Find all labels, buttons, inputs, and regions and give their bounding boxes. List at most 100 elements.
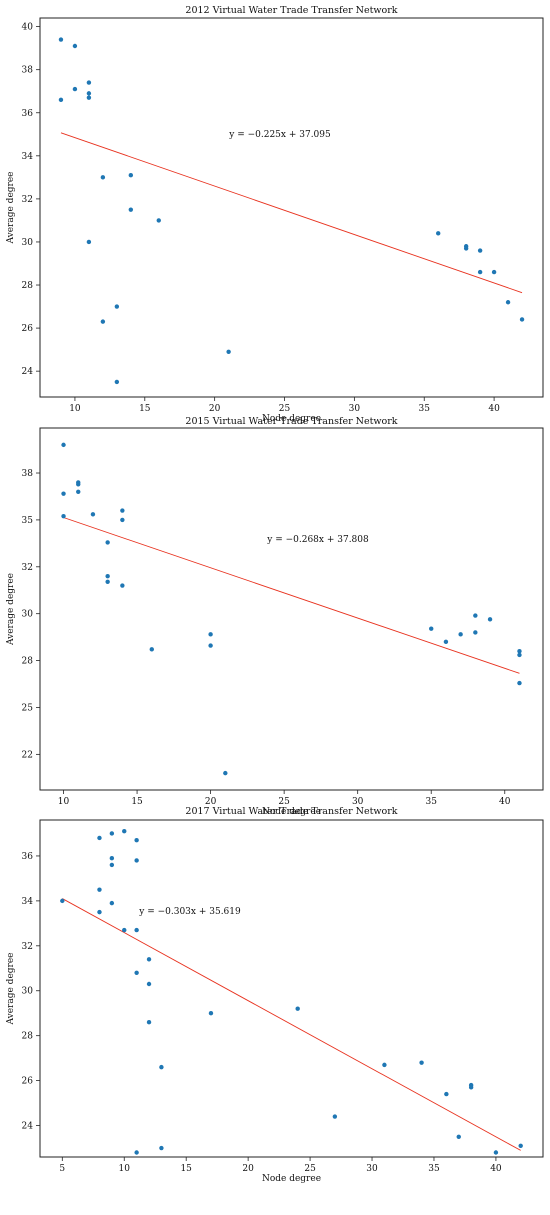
x-tick-label: 30 [366,1164,378,1174]
data-point [122,829,127,834]
x-tick-label: 10 [119,1164,131,1174]
data-point [109,900,115,906]
data-point [519,317,525,322]
chart-panel-2: 2015 Virtual Water Trade Transfer Networ… [6,416,544,817]
data-point [97,887,102,892]
trend-line [62,898,521,1151]
trend-line [63,517,520,674]
y-tick-label: 36 [22,109,34,119]
data-point [109,855,115,861]
data-point [468,1085,474,1090]
x-tick-label: 35 [419,404,431,414]
y-tick-label: 32 [22,195,33,205]
data-point [517,649,522,654]
y-tick-label: 34 [22,152,34,162]
x-tick-label: 25 [279,404,291,414]
x-tick-label: 15 [131,797,143,807]
data-point [134,927,139,933]
data-point [223,770,228,776]
x-tick-label: 25 [278,797,290,807]
data-point [109,862,115,868]
y-tick-label: 38 [22,66,34,76]
y-tick-label: 25 [22,703,34,713]
data-point [146,957,152,962]
plot-frame [39,819,544,1158]
data-point [120,508,125,513]
trend-equation: y = −0.268x + 37.808 [266,535,369,545]
data-point [61,442,66,448]
y-tick-label: 35 [22,516,34,526]
y-tick-label: 30 [22,238,34,248]
trend-equation: y = −0.303x + 35.619 [138,907,241,917]
data-point [505,300,511,305]
x-axis-label: Node degree [262,414,321,424]
x-tick-label: 40 [488,404,500,414]
data-point [444,1091,449,1097]
y-axis-label: Average degree [6,953,16,1026]
data-point [477,269,483,275]
y-tick-label: 24 [22,367,34,377]
data-point [208,1011,214,1016]
plot-frame [39,17,544,398]
data-point [473,613,478,618]
data-point [491,269,497,275]
x-tick-label: 15 [180,1164,192,1174]
data-point [97,835,102,841]
x-tick-label: 20 [205,797,217,807]
data-point [100,319,106,324]
data-point [120,583,125,588]
data-point [105,573,110,579]
data-point [120,517,125,523]
data-point [458,632,463,637]
data-point [86,80,92,85]
data-point [443,639,449,645]
y-tick-label: 28 [22,657,34,667]
data-point [149,647,154,652]
y-axis-label: Average degree [6,573,16,646]
chart-panel-3: 2017 Virtual Water Trade Transfer Networ… [6,806,544,1184]
trend-equation: y = −0.225x + 37.095 [228,130,331,140]
x-axis-label: Node degree [262,1174,321,1184]
y-axis-label: Average degree [6,172,16,245]
y-tick-label: 24 [22,1122,34,1132]
data-point [156,218,161,223]
data-point [76,489,81,494]
x-tick-label: 20 [242,1164,254,1174]
data-point [72,86,78,92]
data-point [146,1020,152,1025]
data-point [226,349,231,354]
data-point [487,617,493,622]
x-tick-label: 35 [425,797,437,807]
x-tick-label: 30 [352,797,364,807]
y-tick-label: 32 [22,942,33,952]
data-point [60,898,65,904]
y-tick-label: 28 [22,1032,34,1042]
data-point [419,1060,424,1065]
data-point [134,1150,139,1155]
y-tick-label: 40 [22,23,34,33]
data-point [493,1150,499,1155]
data-point [86,91,92,96]
data-point [97,909,102,915]
x-axis-label: Node degree [262,807,321,817]
data-point [382,1062,387,1068]
data-point [463,246,469,251]
data-point [58,37,64,42]
data-point [473,630,478,635]
x-tick-label: 25 [304,1164,316,1174]
data-point [295,1006,300,1011]
y-tick-label: 30 [22,610,34,620]
y-tick-label: 36 [22,852,34,862]
data-point [436,231,441,236]
x-tick-label: 10 [69,404,81,414]
data-point [208,632,213,637]
data-point [86,239,92,245]
y-tick-label: 26 [22,324,34,334]
data-point [159,1064,164,1070]
data-point [105,579,110,585]
data-point [332,1114,338,1119]
data-point [72,43,78,49]
data-point [90,512,96,517]
y-tick-label: 30 [22,987,34,997]
